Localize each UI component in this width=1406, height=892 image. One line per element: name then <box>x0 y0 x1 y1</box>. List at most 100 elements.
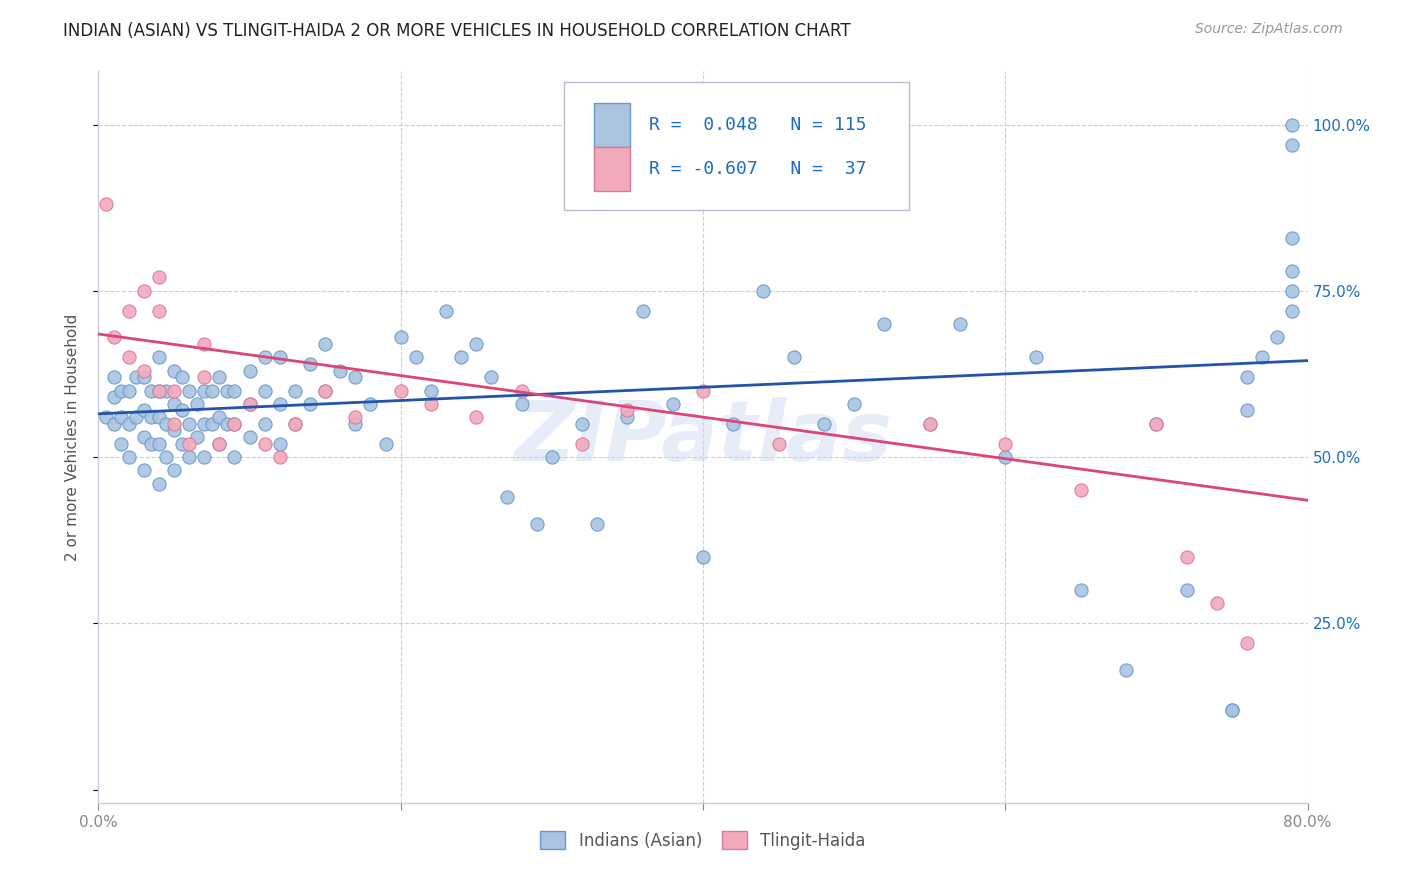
Point <box>450 351 472 365</box>
Point <box>155 450 177 464</box>
Point <box>661 397 683 411</box>
Text: R =  0.048   N = 115: R = 0.048 N = 115 <box>648 116 866 134</box>
Point <box>170 403 193 417</box>
Point <box>1175 549 1198 564</box>
Point <box>132 430 155 444</box>
Point <box>616 410 638 425</box>
Point <box>752 284 775 298</box>
Point <box>155 417 177 431</box>
Point <box>193 417 215 431</box>
Point <box>118 384 141 398</box>
Point <box>420 397 443 411</box>
Point <box>1206 596 1229 610</box>
Point <box>224 450 246 464</box>
Point <box>269 397 291 411</box>
Point <box>1251 351 1274 365</box>
Point <box>118 450 141 464</box>
Point <box>208 410 231 425</box>
Point <box>148 384 170 398</box>
Point <box>1070 582 1092 597</box>
Point <box>163 363 186 377</box>
Point <box>163 384 186 398</box>
Point <box>148 270 170 285</box>
Point <box>314 384 336 398</box>
Point <box>813 417 835 431</box>
Point <box>132 284 155 298</box>
Point <box>374 436 396 450</box>
Point <box>224 417 246 431</box>
Point <box>224 384 246 398</box>
Point <box>269 351 291 365</box>
Point <box>148 410 170 425</box>
Point <box>1236 636 1258 650</box>
Point <box>465 337 488 351</box>
Point <box>344 417 367 431</box>
Point <box>918 417 941 431</box>
Point <box>1281 284 1303 298</box>
Point <box>360 397 382 411</box>
Point <box>510 384 533 398</box>
Point <box>1281 303 1303 318</box>
Point <box>389 330 412 344</box>
Text: R = -0.607   N =  37: R = -0.607 N = 37 <box>648 160 866 178</box>
Point <box>163 417 186 431</box>
Point <box>163 424 186 438</box>
Point <box>1070 483 1092 498</box>
Point <box>118 417 141 431</box>
Point <box>1115 663 1137 677</box>
Point <box>253 436 276 450</box>
Point <box>1281 137 1303 152</box>
Point <box>208 370 231 384</box>
Point <box>586 516 609 531</box>
Point <box>299 397 322 411</box>
Point <box>141 384 163 398</box>
Point <box>994 450 1017 464</box>
Point <box>1175 582 1198 597</box>
Point <box>193 370 215 384</box>
Point <box>344 370 367 384</box>
Point <box>1144 417 1167 431</box>
Point <box>526 516 548 531</box>
Point <box>193 384 215 398</box>
Point <box>132 403 155 417</box>
Point <box>239 430 262 444</box>
Point <box>389 384 412 398</box>
Point <box>692 549 714 564</box>
Point <box>284 417 307 431</box>
Point <box>110 410 132 425</box>
Point <box>495 490 517 504</box>
Point <box>94 410 117 425</box>
Point <box>239 397 262 411</box>
Point <box>949 317 972 331</box>
Point <box>1220 703 1243 717</box>
FancyBboxPatch shape <box>595 103 630 146</box>
Point <box>132 363 155 377</box>
Point <box>163 463 186 477</box>
Point <box>215 384 238 398</box>
Point <box>1236 370 1258 384</box>
Point <box>405 351 427 365</box>
FancyBboxPatch shape <box>564 82 908 211</box>
Point <box>215 417 238 431</box>
Point <box>420 384 443 398</box>
Point <box>1267 330 1289 344</box>
Point <box>253 351 276 365</box>
Point <box>253 417 276 431</box>
Point <box>723 417 745 431</box>
Point <box>768 436 790 450</box>
Point <box>103 370 125 384</box>
Point <box>141 436 163 450</box>
Point <box>155 384 177 398</box>
Point <box>103 330 125 344</box>
Point <box>201 384 224 398</box>
Point <box>132 463 155 477</box>
Point <box>94 197 117 211</box>
Point <box>918 417 941 431</box>
Point <box>344 410 367 425</box>
Point <box>148 351 170 365</box>
Point <box>571 436 593 450</box>
Point <box>103 417 125 431</box>
Point <box>465 410 488 425</box>
Point <box>783 351 806 365</box>
Point <box>193 450 215 464</box>
